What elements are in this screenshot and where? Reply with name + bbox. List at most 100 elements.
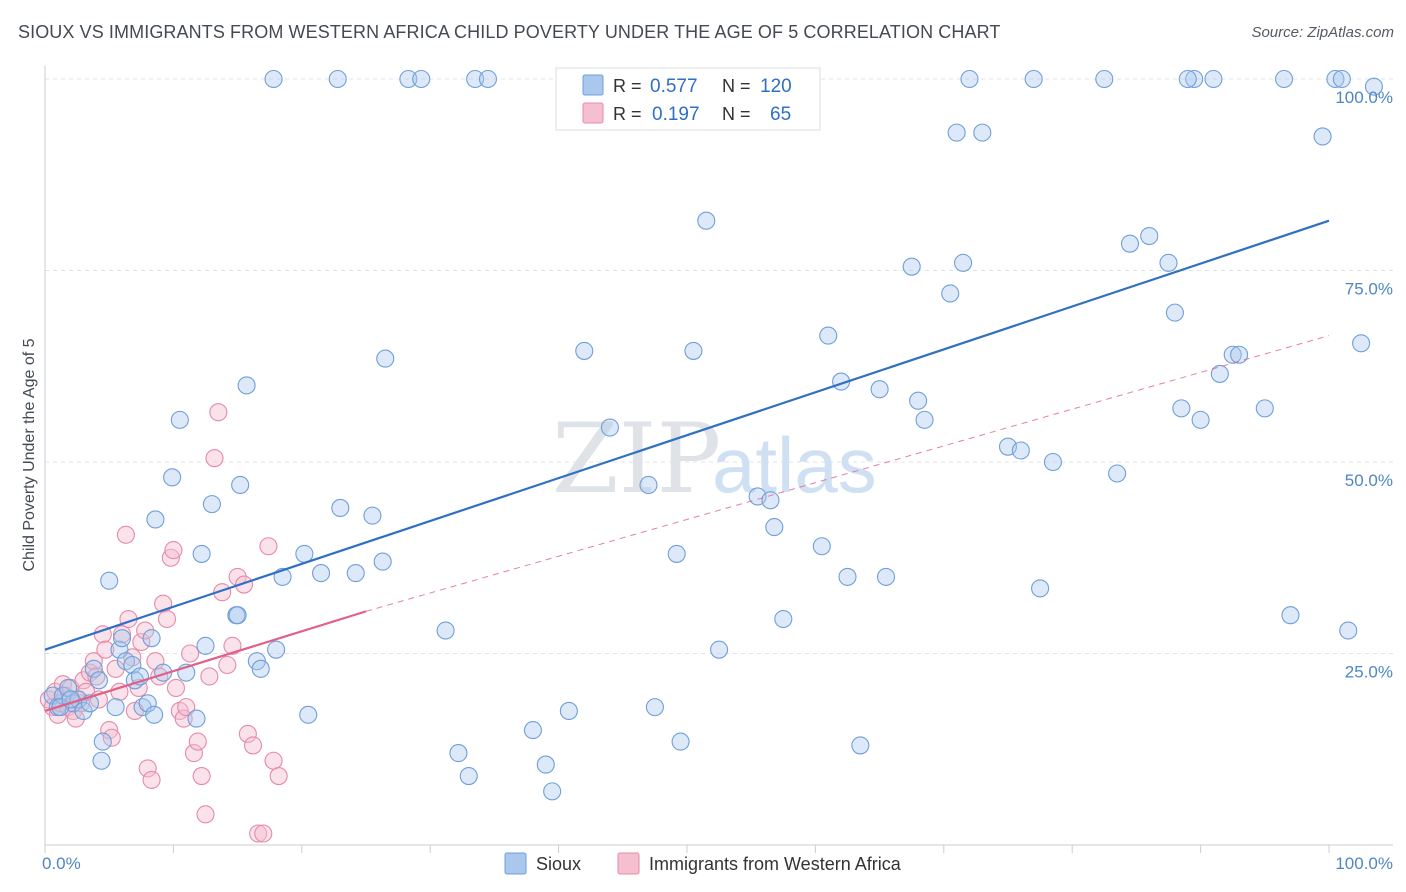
sioux-point	[170, 410, 189, 429]
sioux-point	[1204, 69, 1223, 89]
sioux-point	[1326, 69, 1345, 89]
sioux-point	[478, 69, 498, 89]
wa-trend-line-extension	[365, 335, 1330, 612]
sioux-point	[93, 732, 112, 751]
sioux-point	[328, 69, 347, 89]
sioux-point	[941, 284, 960, 303]
sioux-point	[684, 341, 703, 360]
y-tick-label: 75.0%	[1345, 280, 1393, 299]
sioux-point	[909, 391, 928, 410]
sioux-point	[600, 418, 620, 437]
sioux-point	[436, 621, 455, 640]
sioux-point	[639, 475, 658, 495]
wa-point	[234, 575, 254, 594]
grid-lines	[45, 78, 1393, 654]
stats-n-label-wa: N =	[722, 104, 751, 124]
bottom-legend-wa-label: Immigrants from Western Africa	[649, 854, 902, 874]
sioux-point	[363, 506, 382, 525]
wa-point	[254, 824, 273, 843]
sioux-point	[231, 475, 250, 495]
sioux-point	[163, 468, 182, 487]
sioux-point	[299, 705, 318, 724]
stats-r-label-wa: R =	[613, 104, 642, 124]
wa-point	[218, 655, 237, 675]
sioux-point	[1159, 253, 1178, 272]
wa-point	[209, 403, 228, 422]
sioux-point	[192, 544, 211, 563]
wa-point	[96, 640, 115, 659]
sioux-point	[1364, 77, 1383, 96]
wa-point	[142, 770, 161, 789]
sioux-point	[765, 518, 784, 537]
wa-point	[196, 805, 215, 824]
wa-point	[259, 537, 278, 556]
wa-point	[200, 667, 219, 686]
sioux-point	[251, 659, 270, 678]
sioux-point	[954, 253, 973, 272]
sioux-point	[1140, 226, 1159, 246]
sioux-point	[1313, 127, 1332, 146]
sioux-point	[449, 744, 468, 763]
sioux-point	[915, 410, 934, 429]
sioux-point	[267, 640, 286, 659]
stats-legend-sioux-swatch	[582, 74, 604, 96]
stats-legend-wa-swatch	[582, 102, 604, 124]
sioux-point	[536, 755, 555, 774]
sioux-point	[1165, 303, 1184, 322]
sioux-point	[145, 705, 164, 724]
stats-n-value-wa: 65	[770, 104, 791, 125]
sioux-point	[412, 69, 431, 89]
sioux-point	[459, 767, 478, 786]
sioux-point	[838, 567, 857, 586]
y-tick-label: 50.0%	[1345, 471, 1393, 490]
wa-point	[136, 621, 155, 640]
sioux-point	[84, 659, 103, 678]
sioux-point	[74, 701, 93, 721]
sioux-point	[876, 567, 896, 586]
stats-n-value-sioux: 120	[760, 76, 792, 97]
sioux-point	[851, 736, 870, 755]
sioux-point	[92, 751, 111, 770]
watermark-zip: ZIP	[552, 403, 721, 515]
sioux-point	[142, 629, 161, 648]
sioux-points	[43, 69, 1383, 801]
sioux-point	[543, 782, 562, 801]
sioux-point	[1011, 441, 1030, 460]
sioux-point	[761, 491, 780, 510]
sioux-point	[947, 123, 966, 142]
sioux-point	[960, 69, 979, 89]
sioux-point	[110, 640, 129, 659]
bottom-legend-sioux-swatch	[504, 852, 527, 875]
sioux-point	[202, 495, 221, 514]
sioux-point	[671, 732, 690, 751]
wa-point	[84, 652, 103, 671]
sioux-point	[187, 709, 206, 728]
sioux-point	[89, 671, 108, 690]
wa-trend-line	[44, 610, 367, 713]
axes	[44, 66, 1393, 853]
sioux-point	[697, 211, 716, 230]
wa-point	[249, 824, 268, 843]
sioux-point	[1281, 606, 1300, 625]
sioux-point	[1095, 69, 1114, 89]
sioux-point	[812, 537, 831, 556]
wa-point	[264, 751, 283, 770]
sioux-point	[559, 701, 578, 721]
bottom-legend-sioux-label: Sioux	[536, 854, 581, 874]
sioux-point	[1275, 69, 1294, 89]
sioux-point	[399, 69, 418, 89]
sioux-point	[346, 564, 365, 583]
stats-r-value-sioux: 0.577	[650, 76, 698, 97]
y-tick-label: 100.0%	[1335, 88, 1393, 107]
sioux-point	[819, 326, 838, 345]
sioux-point	[710, 640, 729, 659]
sioux-point	[264, 69, 283, 89]
chart-title: SIOUX VS IMMIGRANTS FROM WESTERN AFRICA …	[18, 22, 1001, 42]
sioux-point	[1223, 345, 1242, 364]
source-label: Source: ZipAtlas.com	[1251, 24, 1394, 41]
bottom-legend: Sioux Immigrants from Western Africa	[504, 852, 902, 875]
y-axis-label: Child Poverty Under the Age of 5	[21, 338, 38, 571]
wa-point	[177, 698, 196, 717]
sioux-point	[973, 123, 992, 142]
